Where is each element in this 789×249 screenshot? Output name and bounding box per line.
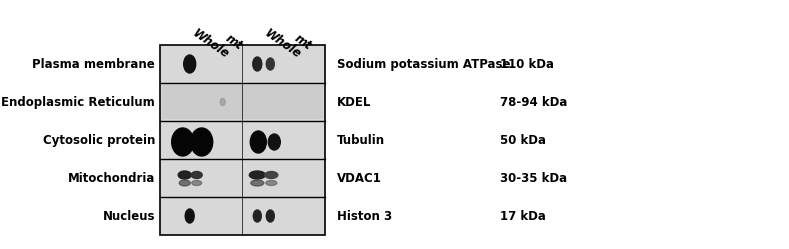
- Text: 78-94 kDa: 78-94 kDa: [500, 96, 567, 109]
- Text: Plasma membrane: Plasma membrane: [32, 58, 155, 70]
- Bar: [160, 45, 325, 235]
- Text: Cytosolic protein: Cytosolic protein: [43, 133, 155, 146]
- Ellipse shape: [250, 131, 267, 153]
- Ellipse shape: [191, 172, 202, 179]
- Ellipse shape: [185, 209, 194, 223]
- Text: Nucleus: Nucleus: [103, 209, 155, 223]
- Ellipse shape: [249, 171, 265, 179]
- Ellipse shape: [172, 128, 194, 156]
- Text: KDEL: KDEL: [337, 96, 372, 109]
- Ellipse shape: [265, 172, 278, 179]
- Text: Endoplasmic Reticulum: Endoplasmic Reticulum: [2, 96, 155, 109]
- Ellipse shape: [179, 180, 190, 186]
- Text: mt: mt: [222, 31, 245, 52]
- Ellipse shape: [192, 181, 202, 186]
- Text: Histon 3: Histon 3: [337, 209, 392, 223]
- Ellipse shape: [251, 180, 264, 186]
- Text: Mitochondria: Mitochondria: [68, 172, 155, 185]
- Text: Whole: Whole: [262, 26, 304, 61]
- Ellipse shape: [220, 99, 225, 106]
- Text: 30-35 kDa: 30-35 kDa: [500, 172, 567, 185]
- Ellipse shape: [267, 210, 275, 222]
- Ellipse shape: [253, 210, 261, 222]
- Text: mt: mt: [292, 31, 314, 52]
- Bar: [162, 85, 323, 119]
- Text: 110 kDa: 110 kDa: [500, 58, 554, 70]
- Text: Whole: Whole: [189, 26, 231, 61]
- Text: 50 kDa: 50 kDa: [500, 133, 546, 146]
- Text: 17 kDa: 17 kDa: [500, 209, 546, 223]
- Text: Sodium potassium ATPase: Sodium potassium ATPase: [337, 58, 510, 70]
- Ellipse shape: [252, 57, 262, 71]
- Ellipse shape: [191, 128, 213, 156]
- Ellipse shape: [266, 181, 277, 186]
- Ellipse shape: [178, 171, 191, 179]
- Ellipse shape: [184, 55, 196, 73]
- Text: VDAC1: VDAC1: [337, 172, 382, 185]
- Ellipse shape: [267, 58, 275, 70]
- Ellipse shape: [268, 134, 280, 150]
- Text: Tubulin: Tubulin: [337, 133, 385, 146]
